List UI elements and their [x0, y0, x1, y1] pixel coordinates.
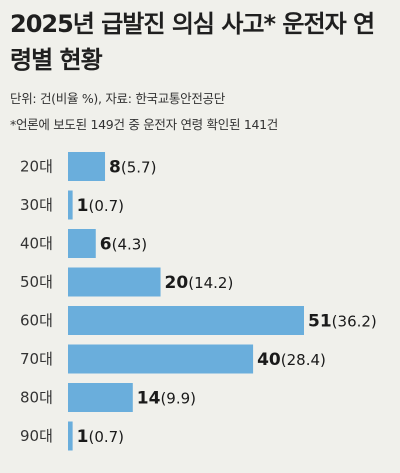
value-label: 1(0.7) — [77, 427, 124, 447]
count-label: 40 — [257, 350, 281, 370]
value-label: 1(0.7) — [77, 196, 124, 216]
category-label: 20대 — [20, 158, 53, 176]
percent-label: (36.2) — [332, 313, 377, 331]
percent-label: (0.7) — [88, 197, 124, 215]
count-label: 1 — [77, 196, 89, 216]
percent-label: (0.7) — [88, 428, 124, 446]
category-label: 70대 — [20, 350, 53, 368]
count-label: 51 — [308, 312, 332, 332]
value-label: 6(4.3) — [100, 235, 147, 255]
bar — [68, 267, 161, 297]
unit-source-line: 단위: 건(비율 %), 자료: 한국교통안전공단 — [10, 91, 225, 106]
percent-label: (4.3) — [112, 236, 148, 254]
count-label: 6 — [100, 235, 112, 255]
bar — [68, 306, 304, 335]
bar — [68, 152, 106, 181]
percent-label: (5.7) — [121, 159, 157, 177]
value-label: 40(28.4) — [257, 350, 326, 370]
count-label: 1 — [77, 427, 89, 447]
category-label: 90대 — [20, 427, 53, 445]
chart-title: 2025년 급발진 의심 사고* 운전자 연령별 현황 — [10, 10, 375, 74]
percent-label: (9.9) — [160, 390, 196, 408]
category-label: 50대 — [20, 273, 53, 291]
count-label: 20 — [165, 273, 189, 293]
percent-label: (14.2) — [188, 274, 233, 292]
bar — [68, 383, 133, 412]
bar-chart: 20대 8(5.7)30대 1(0.7)40대 6(4.3)50대 20(14.2)60… — [20, 152, 377, 451]
bar — [68, 229, 96, 258]
count-label: 8 — [109, 158, 121, 178]
footnote: *언론에 보도된 149건 중 운전자 연령 확인된 141건 — [10, 117, 278, 132]
value-label: 8(5.7) — [109, 158, 156, 178]
category-label: 60대 — [20, 312, 53, 330]
bar — [68, 344, 254, 374]
bar — [68, 421, 73, 451]
category-label: 40대 — [20, 235, 53, 253]
category-label: 80대 — [20, 389, 53, 407]
count-label: 14 — [137, 389, 161, 409]
percent-label: (28.4) — [281, 351, 326, 369]
value-label: 14(9.9) — [137, 389, 196, 409]
bar — [68, 190, 73, 220]
category-label: 30대 — [20, 196, 53, 214]
value-label: 20(14.2) — [165, 273, 234, 293]
value-label: 51(36.2) — [308, 312, 377, 332]
